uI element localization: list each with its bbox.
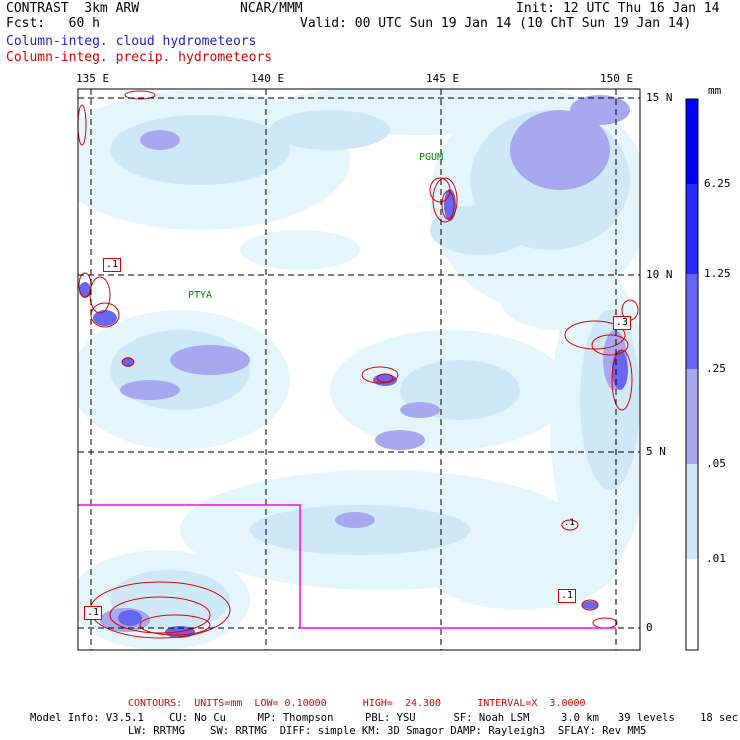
center-label: NCAR/MMM	[240, 1, 303, 16]
model-info-line2: LW: RRTMG SW: RRTMG DIFF: simple KM: 3D …	[128, 725, 647, 737]
init-time: Init: 12 UTC Thu 16 Jan 14	[516, 1, 720, 16]
colorbar	[685, 98, 699, 651]
colorbar-label: 6.25	[704, 177, 731, 190]
colorbar-unit: mm	[708, 84, 722, 97]
precip-contours	[78, 90, 639, 639]
colorbar-label: .05	[706, 457, 726, 470]
model-title: CONTRAST 3km ARW	[6, 1, 140, 16]
lat-label-10n: 10 N	[646, 268, 673, 281]
lon-label-150: 150 E	[600, 72, 634, 85]
lat-label-15n: 15 N	[646, 91, 673, 104]
colorbar-label: .01	[706, 552, 726, 565]
valid-time: Valid: 00 UTC Sun 19 Jan 14 (10 ChT Sun …	[300, 16, 692, 31]
domain-box	[78, 504, 616, 629]
lon-label-140: 140 E	[251, 72, 285, 85]
high-marker: .3	[613, 316, 632, 330]
station-pgum: PGUM	[419, 152, 444, 163]
high-marker: .1	[558, 589, 577, 603]
field1-title: Column-integ. cloud hydrometeors	[6, 34, 257, 49]
station-ptya: PTYA	[188, 290, 213, 301]
high-marker: .1	[84, 606, 103, 620]
forecast-hour: Fcst: 60 h	[6, 16, 100, 31]
cloud-shading	[78, 89, 640, 650]
lat-label-5n: 5 N	[646, 445, 666, 458]
colorbar-label: .25	[706, 362, 726, 375]
colorbar-label: 1.25	[704, 267, 731, 280]
field2-title: Column-integ. precip. hydrometeors	[6, 50, 273, 65]
model-info-line1: Model Info: V3.5.1 CU: No Cu MP: Thompso…	[30, 712, 739, 724]
lon-label-145: 145 E	[426, 72, 460, 85]
lat-label-0: 0	[646, 621, 653, 634]
contours-info: CONTOURS: UNITS=mm LOW= 0.10000 HIGH= 24…	[128, 698, 586, 709]
high-marker: .1	[103, 258, 122, 272]
lon-label-135: 135 E	[76, 72, 110, 85]
high-marker: .1	[564, 518, 575, 528]
map-border	[77, 88, 641, 651]
